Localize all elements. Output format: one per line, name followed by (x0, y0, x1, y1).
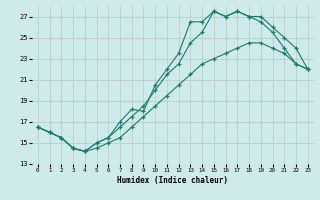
X-axis label: Humidex (Indice chaleur): Humidex (Indice chaleur) (117, 176, 228, 185)
